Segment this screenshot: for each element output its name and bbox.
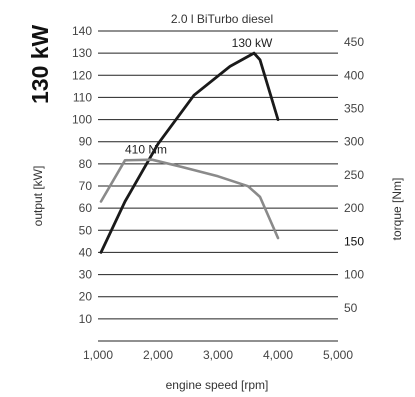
output-peak-label: 130 kW (232, 36, 273, 50)
y-tick-label: 70 (79, 179, 93, 193)
y2-tick-label: 50 (344, 301, 358, 315)
y-tick-label: 20 (79, 290, 93, 304)
y-tick-label: 30 (79, 268, 93, 282)
y-tick-label: 90 (79, 135, 93, 149)
x-tick-label: 1,000 (83, 348, 113, 362)
y-tick-label: 100 (72, 113, 92, 127)
y2-tick-label: 350 (344, 102, 364, 116)
tick-labels: 10 20 30 40 50 60 70 80 90 100 110 120 130 140 50 100 15… (72, 24, 364, 362)
y-axis-label: output [kW] (31, 166, 45, 227)
y-tick-label: 140 (72, 24, 92, 38)
y-tick-label: 40 (79, 245, 93, 259)
y-tick-label: 60 (79, 201, 93, 215)
series-lines (99, 51, 280, 254)
series-line-torque (99, 158, 280, 240)
headline-power: 130 kW (27, 24, 53, 104)
y-tick-label: 80 (79, 157, 93, 171)
grid-lines (98, 30, 338, 342)
x-tick-label: 2,000 (143, 348, 173, 362)
y2-tick-label: 300 (344, 135, 364, 149)
y2-tick-label: 150 (344, 234, 364, 248)
x-tick-label: 5,000 (323, 348, 353, 362)
x-tick-label: 3,000 (203, 348, 233, 362)
chart-title: 2.0 l BiTurbo diesel (171, 12, 273, 26)
y2-axis-label: torque [Nm] (390, 178, 404, 241)
y2-tick-label: 450 (344, 35, 364, 49)
x-tick-label: 4,000 (263, 348, 293, 362)
y-tick-label: 50 (79, 223, 93, 237)
x-axis-label: engine speed [rpm] (166, 378, 269, 392)
annotations: 130 kW 410 Nm (125, 36, 273, 157)
y-tick-label: 120 (72, 68, 92, 82)
y2-tick-label: 250 (344, 168, 364, 182)
y2-tick-label: 400 (344, 68, 364, 82)
y-tick-label: 10 (79, 312, 93, 326)
y-tick-label: 130 (72, 46, 92, 60)
y2-tick-label: 200 (344, 201, 364, 215)
y-tick-label: 110 (73, 90, 92, 104)
torque-peak-label: 410 Nm (125, 143, 167, 157)
y2-tick-label: 100 (344, 268, 364, 282)
series-line-output (99, 51, 280, 254)
